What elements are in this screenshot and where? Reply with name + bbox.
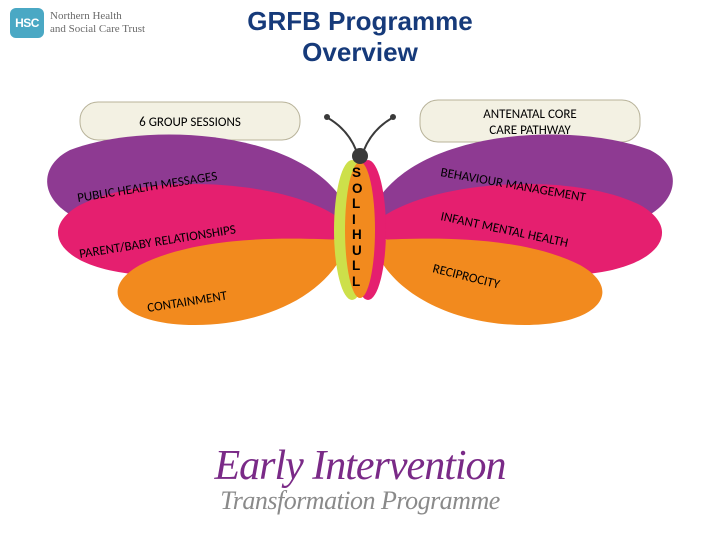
center-letter-4: H — [352, 227, 372, 243]
footer-programme-logo: Early Intervention Transformation Progra… — [0, 442, 720, 516]
left-top-box-label: 6 GROUP SESSIONS — [139, 115, 241, 130]
center-letter-2: L — [352, 196, 372, 212]
center-letter-7: L — [352, 274, 372, 290]
footer-line2: Transformation Programme — [0, 486, 720, 516]
antenna-right-tip — [390, 114, 396, 120]
center-letter-1: O — [352, 181, 372, 197]
center-acronym: S O L I H U L L — [352, 165, 372, 289]
antenna-right — [364, 118, 392, 150]
center-letter-0: S — [352, 165, 372, 181]
antenna-left — [328, 118, 356, 150]
page-title: GRFB Programme Overview — [0, 6, 720, 68]
right-top-box-label-1: ANTENATAL CORE — [483, 107, 577, 122]
butterfly-head — [352, 148, 368, 164]
center-letter-5: U — [352, 243, 372, 259]
left-top-box: 6 GROUP SESSIONS — [80, 102, 300, 140]
center-letter-3: I — [352, 212, 372, 228]
footer-line1: Early Intervention — [0, 442, 720, 490]
title-line1: GRFB Programme — [0, 6, 720, 37]
antenna-left-tip — [324, 114, 330, 120]
title-line2: Overview — [0, 37, 720, 68]
center-letter-6: L — [352, 258, 372, 274]
